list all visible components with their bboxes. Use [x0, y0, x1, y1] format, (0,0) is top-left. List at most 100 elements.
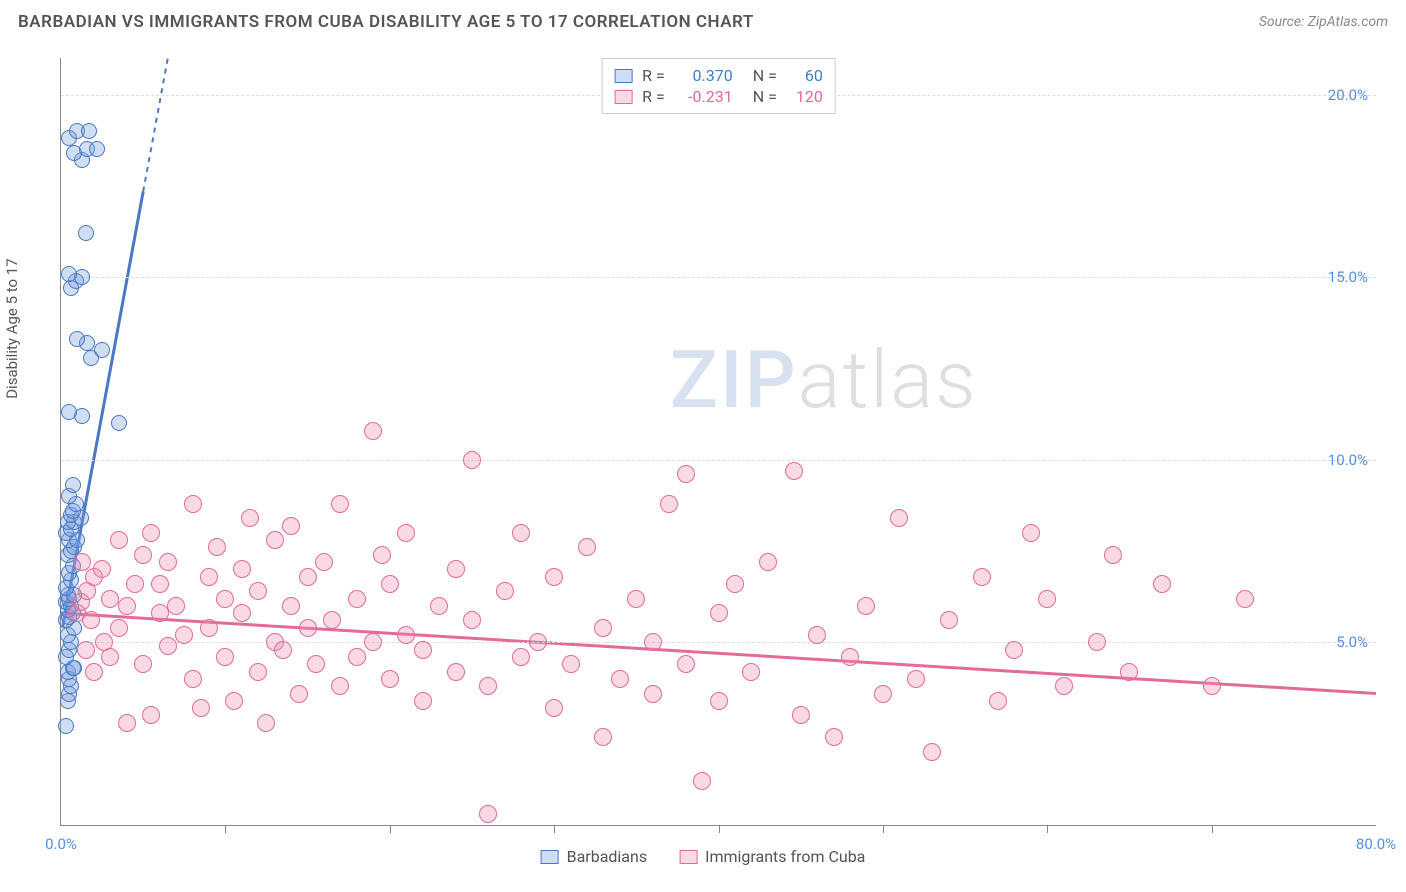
data-point — [397, 524, 415, 542]
data-point — [1120, 663, 1138, 681]
legend-stat-row: R =0.370N =60 — [614, 65, 823, 86]
data-point — [175, 626, 193, 644]
data-point — [315, 553, 333, 571]
data-point — [118, 714, 136, 732]
data-point — [78, 225, 94, 241]
data-point — [61, 404, 77, 420]
data-point — [184, 495, 202, 513]
data-point — [512, 524, 530, 542]
data-point — [101, 590, 119, 608]
r-label: R = — [642, 87, 665, 106]
data-point — [331, 495, 349, 513]
data-point — [192, 699, 210, 717]
y-tick-label: 20.0% — [1328, 86, 1368, 104]
data-point — [989, 692, 1007, 710]
n-label: N = — [753, 87, 777, 106]
data-point — [874, 685, 892, 703]
data-point — [241, 509, 259, 527]
data-point — [364, 422, 382, 440]
data-point — [200, 568, 218, 586]
series-legend: BarbadiansImmigrants from Cuba — [541, 847, 866, 866]
y-axis-label: Disability Age 5 to 17 — [3, 258, 21, 398]
legend-swatch — [614, 69, 632, 83]
gridline — [61, 460, 1376, 461]
data-point — [82, 611, 100, 629]
plot-region: ZIPatlas R =0.370N =60R =-0.231N =120 5.… — [60, 58, 1376, 826]
data-point — [233, 560, 251, 578]
data-point — [111, 415, 127, 431]
legend-swatch — [679, 850, 697, 864]
data-point — [1022, 524, 1040, 542]
data-point — [200, 619, 218, 637]
data-point — [1153, 575, 1171, 593]
data-point — [81, 123, 97, 139]
data-point — [249, 582, 267, 600]
data-point — [973, 568, 991, 586]
x-tick — [719, 825, 720, 833]
data-point — [323, 611, 341, 629]
data-point — [208, 538, 226, 556]
data-point — [857, 597, 875, 615]
data-point — [89, 141, 105, 157]
data-point — [1203, 677, 1221, 695]
y-tick-label: 15.0% — [1328, 268, 1368, 286]
data-point — [414, 692, 432, 710]
data-point — [940, 611, 958, 629]
data-point — [58, 718, 74, 734]
data-point — [1005, 641, 1023, 659]
n-label: N = — [753, 66, 777, 85]
data-point — [594, 728, 612, 746]
data-point — [134, 546, 152, 564]
data-point — [225, 692, 243, 710]
data-point — [512, 648, 530, 666]
gridline — [61, 642, 1376, 643]
x-max-label: 80.0% — [1356, 835, 1396, 853]
x-tick — [883, 825, 884, 833]
chart-area: Disability Age 5 to 17 ZIPatlas R =0.370… — [18, 46, 1388, 874]
data-point — [1236, 590, 1254, 608]
data-point — [808, 626, 826, 644]
legend-series-label: Barbadians — [567, 847, 648, 866]
y-tick-label: 10.0% — [1328, 451, 1368, 469]
data-point — [299, 619, 317, 637]
data-point — [266, 531, 284, 549]
r-label: R = — [642, 66, 665, 85]
data-point — [397, 626, 415, 644]
data-point — [693, 772, 711, 790]
data-point — [890, 509, 908, 527]
data-point — [414, 641, 432, 659]
data-point — [710, 692, 728, 710]
data-point — [85, 663, 103, 681]
legend-series-item: Barbadians — [541, 847, 648, 866]
data-point — [529, 633, 547, 651]
data-point — [1038, 590, 1056, 608]
correlation-legend: R =0.370N =60R =-0.231N =120 — [601, 58, 836, 114]
data-point — [644, 685, 662, 703]
x-min-label: 0.0% — [45, 835, 77, 853]
data-point — [923, 743, 941, 761]
data-point — [348, 590, 366, 608]
data-point — [677, 655, 695, 673]
data-point — [430, 597, 448, 615]
data-point — [282, 597, 300, 615]
data-point — [907, 670, 925, 688]
data-point — [742, 663, 760, 681]
x-tick — [1212, 825, 1213, 833]
r-value: 0.370 — [675, 66, 733, 85]
data-point — [710, 604, 728, 622]
data-point — [496, 582, 514, 600]
chart-source: Source: ZipAtlas.com — [1259, 14, 1388, 30]
x-tick — [554, 825, 555, 833]
r-value: -0.231 — [675, 87, 733, 106]
data-point — [364, 633, 382, 651]
data-point — [126, 575, 144, 593]
x-tick — [390, 825, 391, 833]
data-point — [77, 641, 95, 659]
x-tick — [225, 825, 226, 833]
watermark: ZIPatlas — [670, 333, 978, 427]
data-point — [479, 677, 497, 695]
legend-stat-row: R =-0.231N =120 — [614, 86, 823, 107]
data-point — [373, 546, 391, 564]
chart-title: BARBADIAN VS IMMIGRANTS FROM CUBA DISABI… — [18, 12, 754, 32]
data-point — [1088, 633, 1106, 651]
